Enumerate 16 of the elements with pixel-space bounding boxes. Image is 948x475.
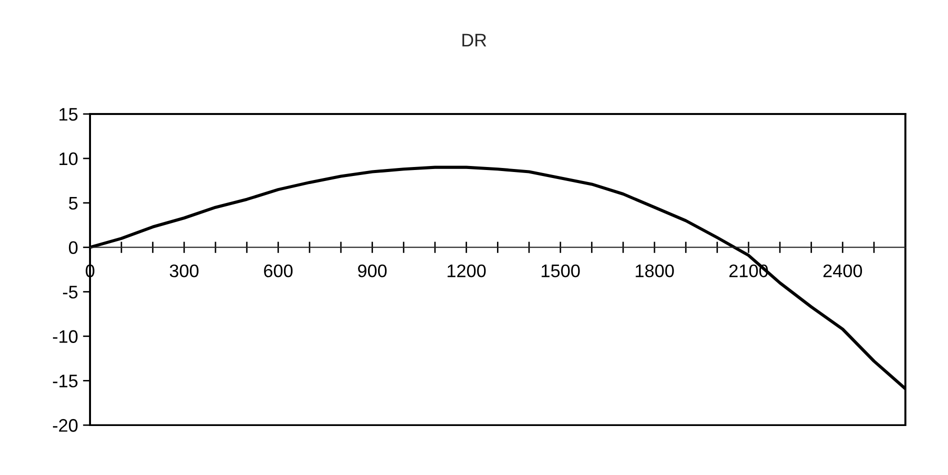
x-tick-label: 300 [170, 264, 198, 278]
y-tick-label: -5 [63, 286, 78, 299]
y-tick-label: -20 [52, 419, 78, 432]
y-tick-label: 5 [68, 197, 78, 210]
x-tick-label: 1500 [542, 264, 580, 278]
x-tick-label: 1200 [448, 264, 486, 278]
x-tick-label: 1800 [636, 264, 674, 278]
y-tick-label: 0 [68, 241, 78, 254]
chart-title: DR [462, 34, 486, 46]
x-tick-label: 600 [264, 264, 293, 278]
y-tick-label: -15 [52, 374, 78, 388]
x-tick-label: 900 [358, 264, 387, 278]
x-tick-label: 2400 [823, 264, 862, 278]
y-tick-label: 15 [60, 108, 78, 121]
y-tick-label: 10 [60, 152, 78, 166]
y-tick-label: -10 [52, 330, 78, 343]
